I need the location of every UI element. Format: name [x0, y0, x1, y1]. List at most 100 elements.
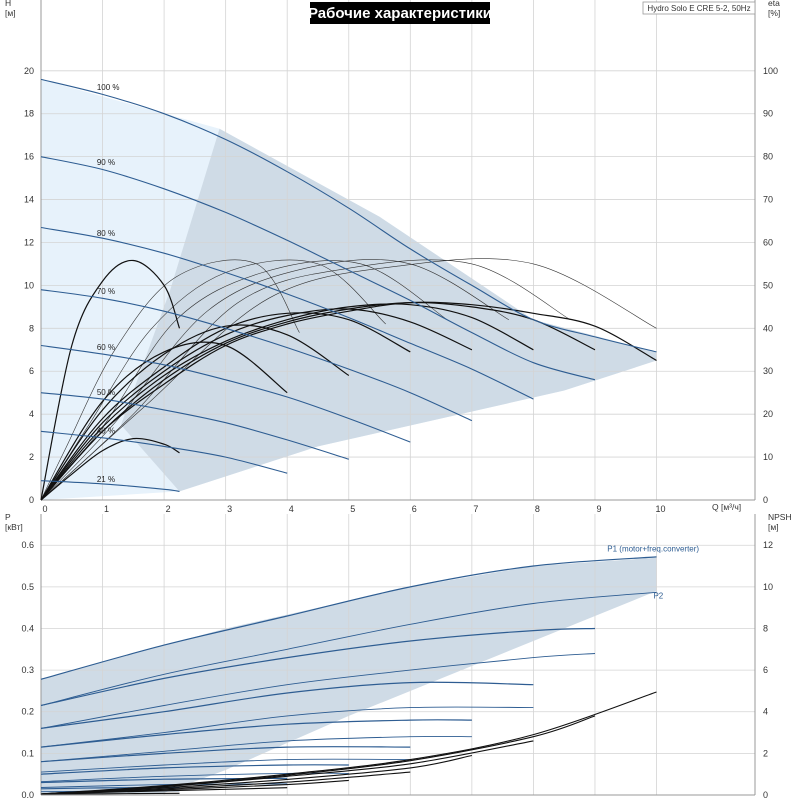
head-curve: [40, 226, 534, 400]
p-axis-label: P: [5, 512, 11, 522]
power-p1-curve: [40, 556, 657, 680]
head-curve: [40, 480, 180, 492]
npsh-tick-label: 10: [763, 582, 773, 592]
y-tick-label: 10: [24, 280, 34, 290]
power-curves-layer: [40, 556, 657, 795]
eta-tick-label: 90: [763, 109, 773, 119]
head-curve: [40, 392, 349, 460]
eta-tick-label: 60: [763, 237, 773, 247]
model-label-box: [642, 1, 756, 15]
npsh-curve: [40, 691, 657, 795]
x-tick-label: 10: [656, 504, 666, 514]
head-curve: [40, 289, 473, 422]
y-tick-label: 4: [29, 409, 34, 419]
speed-label: 50 %: [97, 388, 115, 397]
power-p1-curve: [40, 746, 411, 763]
power-p1-curve: [40, 681, 534, 729]
y-tick-label: 18: [24, 109, 34, 119]
power-npsh-panel: 0.0 0.1 0.2 0.3 0.4 0.5 0.6 0 2 4 6 8 10 12 P[кВт] NPSH…: [5, 512, 792, 800]
head-grid: [40, 0, 756, 501]
x-tick-label: 4: [289, 504, 294, 514]
npsh-tick-label: 6: [763, 665, 768, 675]
eta-tick-label: 70: [763, 195, 773, 205]
efficiency-curve: [40, 303, 534, 501]
power-p1-curve: [40, 627, 596, 707]
eta-axis-label: eta: [768, 0, 780, 8]
y-tick-label: 8: [29, 323, 34, 333]
series-label: P2: [653, 592, 663, 601]
y-tick-label: 2: [29, 452, 34, 462]
power-p1-curve: [40, 719, 472, 748]
power-p2-curve: [40, 591, 657, 706]
y-tick-label: 6: [29, 366, 34, 376]
power-p2-curve: [40, 653, 596, 729]
x-tick-label: 3: [227, 504, 232, 514]
speed-label: 80 %: [97, 229, 115, 238]
head-curve: [40, 430, 288, 474]
series-label: P1 (motor+freq.converter): [607, 544, 699, 553]
y-tick-label: 16: [24, 152, 34, 162]
npsh-tick-label: 0: [763, 790, 768, 800]
efficiency-curve: [40, 324, 350, 501]
efficiency-curve: [40, 301, 657, 501]
x-tick-label: 7: [473, 504, 478, 514]
npsh-curve: [40, 792, 180, 795]
power-labels-layer: 0.0 0.1 0.2 0.3 0.4 0.5 0.6 0 2 4 6 8 10 12 P[кВт] NPSH…: [5, 512, 792, 800]
efficiency-curve: [40, 341, 288, 501]
npsh-axis-label: NPSH: [768, 512, 792, 522]
head-efficiency-panel: 0246810121416182001020304050607080901000…: [5, 0, 780, 514]
eta-tick-label: 80: [763, 152, 773, 162]
x-tick-label: 0: [42, 504, 47, 514]
title-box: [310, 2, 490, 24]
efficiency-curve: [40, 301, 596, 501]
npsh-curve: [40, 754, 473, 795]
speed-label: 60 %: [97, 343, 115, 352]
x-tick-label: 2: [166, 504, 171, 514]
eta-tick-label: 40: [763, 323, 773, 333]
y-tick-label: 0: [29, 495, 34, 505]
power-p2-curve: [40, 758, 411, 773]
head-labels-layer: 0246810121416182001020304050607080901000…: [5, 0, 780, 514]
eta-tick-label: 20: [763, 409, 773, 419]
power-p1-curve: [40, 764, 349, 775]
y-axis-label: H: [5, 0, 11, 8]
eta-tick-label: 100: [763, 66, 778, 76]
eta-tick-label: 50: [763, 280, 773, 290]
p-axis-unit: [кВт]: [5, 522, 23, 532]
eta-tick-label: 10: [763, 452, 773, 462]
npsh-curve: [40, 740, 534, 795]
y-tick-label: 14: [24, 195, 34, 205]
x-tick-label: 1: [104, 504, 109, 514]
efficiency-fan-curve: [40, 259, 571, 501]
x-tick-label: 8: [535, 504, 540, 514]
p-tick-label: 0.4: [21, 623, 34, 633]
p-tick-label: 0.2: [21, 707, 34, 717]
efficiency-fan-curve: [40, 259, 300, 501]
head-curve: [40, 78, 657, 353]
model-label: Hydro Solo E CRE 5-2, 50Hz: [647, 4, 750, 13]
npsh-axis-unit: [м]: [768, 522, 779, 532]
chart-title: Рабочие характеристики: [308, 5, 492, 22]
p-tick-label: 0.5: [21, 582, 34, 592]
efficiency-fan-curve: [40, 259, 386, 501]
eta-axis-unit: [%]: [768, 8, 780, 18]
efficiency-fan-curve: [40, 259, 509, 501]
npsh-tick-label: 12: [763, 540, 773, 550]
eta-tick-label: 30: [763, 366, 773, 376]
head-curve: [40, 156, 596, 381]
p-tick-label: 0.3: [21, 665, 34, 675]
npsh-tick-label: 4: [763, 707, 768, 717]
x-axis-label: Q [м³/ч]: [712, 502, 741, 512]
npsh-tick-label: 2: [763, 748, 768, 758]
speed-label: 21 %: [97, 475, 115, 484]
efficiency-max-curve: [40, 259, 181, 501]
npsh-tick-label: 8: [763, 623, 768, 633]
npsh-curve: [40, 787, 288, 795]
speed-label: 90 %: [97, 158, 115, 167]
p-tick-label: 0.0: [21, 790, 34, 800]
power-p2-curve: [40, 706, 534, 748]
y-tick-label: 12: [24, 237, 34, 247]
y-tick-label: 20: [24, 66, 34, 76]
x-tick-label: 5: [350, 504, 355, 514]
